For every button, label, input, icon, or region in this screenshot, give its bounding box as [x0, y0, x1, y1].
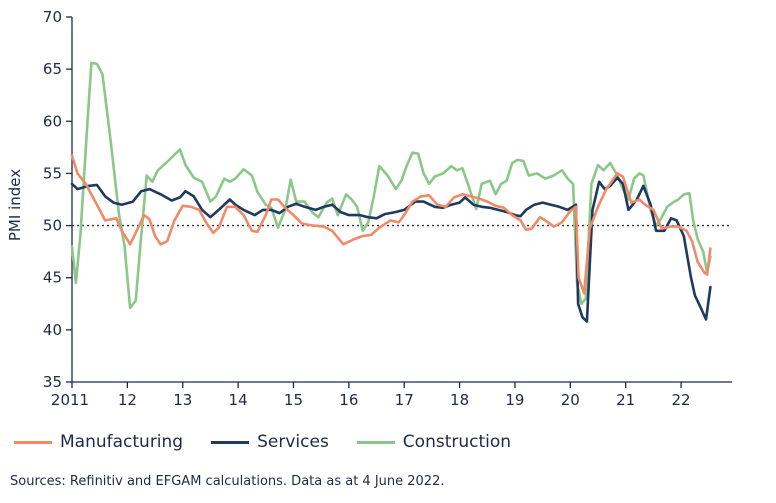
legend: Manufacturing Services Construction — [14, 432, 539, 452]
y-tick-label: 45 — [43, 269, 62, 287]
y-axis: 35 40 45 50 55 60 65 70 — [43, 8, 73, 391]
y-tick-label: 40 — [43, 321, 62, 339]
x-tick-label: 16 — [339, 391, 358, 409]
y-tick-label: 50 — [43, 217, 62, 235]
legend-swatch — [14, 440, 52, 444]
x-tick-label: 18 — [450, 391, 469, 409]
y-tick-label: 65 — [43, 60, 62, 78]
x-tick-label: 14 — [229, 391, 248, 409]
y-tick-label: 55 — [43, 164, 62, 182]
x-tick-label: 15 — [284, 391, 303, 409]
legend-swatch — [211, 440, 250, 444]
x-tick-label: 21 — [616, 391, 635, 409]
series-line-manufacturing — [70, 154, 712, 295]
x-tick-label: 20 — [561, 391, 580, 409]
x-tick-label: 12 — [118, 391, 137, 409]
series-line-construction — [70, 61, 712, 310]
y-tick-label: 70 — [43, 8, 62, 26]
y-tick-label: 35 — [43, 373, 62, 391]
series-layer — [70, 61, 712, 323]
legend-label: Services — [257, 432, 329, 452]
x-tick-label: 22 — [672, 391, 691, 409]
legend-item-services: Services — [211, 432, 329, 452]
y-axis-title: PMI index — [6, 169, 24, 241]
legend-item-manufacturing: Manufacturing — [14, 432, 183, 452]
x-tick-label: 19 — [505, 391, 524, 409]
series-line-services — [70, 176, 712, 323]
legend-label: Manufacturing — [60, 432, 184, 452]
x-tick-label: 13 — [173, 391, 192, 409]
legend-label: Construction — [402, 432, 512, 452]
y-tick-label: 60 — [43, 112, 62, 130]
pmi-line-chart: PMI index 35 40 45 50 55 60 65 70 2011 12 13 14 15 1… — [6, 8, 732, 409]
legend-item-construction: Construction — [356, 432, 512, 452]
x-tick-label: 17 — [395, 391, 414, 409]
x-tick-label: 2011 — [51, 391, 89, 409]
legend-swatch — [356, 440, 395, 444]
source-note: Sources: Refinitiv and EFGAM calculation… — [10, 474, 445, 489]
x-axis: 2011 12 13 14 15 16 17 18 19 20 21 22 — [51, 381, 732, 409]
